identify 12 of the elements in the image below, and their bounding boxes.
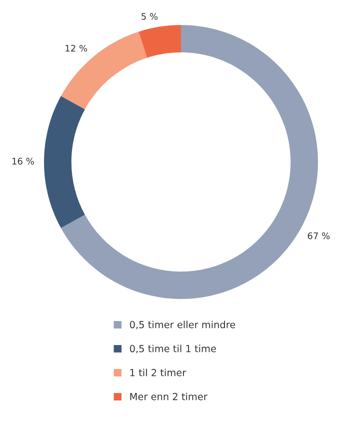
data-label: 12 % <box>66 44 88 52</box>
legend-label: 0,5 time til 1 time <box>130 344 216 354</box>
data-label: 67 % <box>308 232 330 240</box>
data-label: 16 % <box>12 158 34 165</box>
legend-label: 0,5 timer eller mindre <box>130 320 236 330</box>
data-label: 5 % <box>142 13 158 20</box>
donut-slice <box>44 96 85 228</box>
donut-slice <box>60 25 318 299</box>
donut-slice <box>60 32 148 110</box>
legend-label: Mer enn 2 timer <box>130 392 208 400</box>
donut-slice <box>138 25 181 58</box>
legend-label: 1 til 2 timer <box>130 368 186 376</box>
